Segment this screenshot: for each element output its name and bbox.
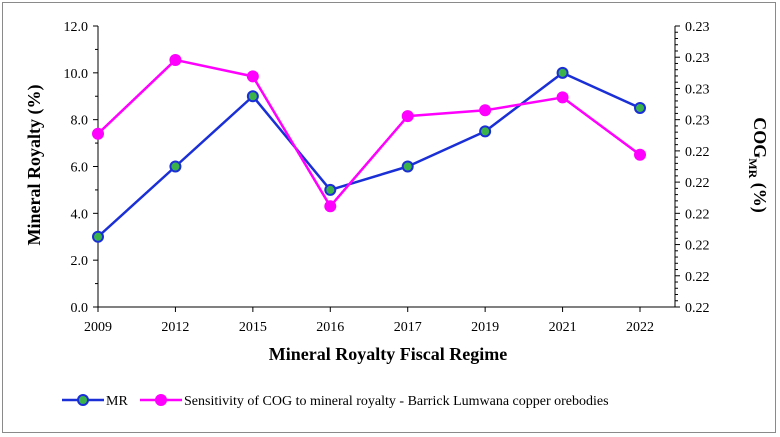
left-tick-label: 10.0 [64,67,89,82]
x-tick-label: 2017 [394,320,422,335]
x-tick-label: 2019 [471,320,499,335]
left-tick-label: 6.0 [71,161,89,176]
right-tick-label: 0.22 [685,145,710,160]
right-tick-label: 0.22 [685,207,710,222]
data-point-mr [634,101,646,114]
data-point-mr [479,125,492,138]
data-point-cog-sensitivity [401,110,414,123]
x-axis-ticks: 2009 2012 2015 2016 2017 2019 2021 2022 [84,307,654,335]
data-point-mr [246,90,259,103]
y-axis-title: Mineral Royalty (%) [24,85,45,246]
y2-axis-title-sub: MR [746,158,760,178]
axes [97,26,676,308]
left-tick-label: 0.0 [71,301,89,316]
data-point-cog-sensitivity [556,91,569,104]
left-tick-label: 2.0 [71,254,89,269]
data-point-cog-sensitivity [479,104,492,117]
data-point-mr [556,66,569,79]
data-point-cog-sensitivity [169,53,182,66]
y2-axis-title-unit: (%) [749,178,770,213]
right-tick-label: 0.22 [685,176,710,191]
y2-axis-title: COGMR (%) [746,117,770,213]
x-tick-label: 2009 [84,320,112,335]
right-tick-label: 0.23 [685,51,710,66]
left-tick-label: 8.0 [71,114,89,129]
x-tick-label: 2012 [161,320,189,335]
data-point-mr [169,160,182,173]
series-line-mr [97,71,641,238]
right-tick-label: 0.22 [685,301,710,316]
series-line-cog-sensitivity [97,58,641,208]
x-tick-label: 2016 [316,320,344,335]
data-point-mr [324,183,337,196]
data-point-mr [92,230,104,243]
legend-label: MR [106,394,128,409]
series-group [92,53,646,243]
legend-marker [77,394,89,406]
legend-label: Sensitivity of COG to mineral royalty - … [184,394,609,409]
chart-frame [2,2,776,433]
data-point-mr [401,160,414,173]
right-tick-label: 0.22 [685,270,710,285]
right-tick-label: 0.22 [685,239,710,254]
left-tick-label: 12.0 [64,20,89,35]
right-tick-label: 0.23 [685,114,710,129]
right-axis-ticks: 0.22 0.22 0.22 0.22 0.22 0.22 0.23 0.23 0.23 0.23 [675,20,710,316]
x-axis-title: Mineral Royalty Fiscal Regime [269,344,507,364]
data-point-cog-sensitivity [324,200,337,213]
left-tick-label: 4.0 [71,207,89,222]
legend-marker [155,394,167,406]
x-tick-label: 2015 [239,320,267,335]
legend: MR Sensitivity of COG to mineral royalty … [62,394,609,409]
y2-axis-title-main: COG [750,117,770,158]
x-tick-label: 2022 [626,320,654,335]
right-tick-label: 0.23 [685,20,710,35]
right-tick-label: 0.23 [685,82,710,97]
data-point-cog-sensitivity [92,127,104,140]
data-point-cog-sensitivity [634,148,646,161]
x-tick-label: 2021 [549,320,577,335]
left-axis-ticks: 0.0 2.0 4.0 6.0 8.0 10.0 12.0 [64,20,98,316]
data-point-cog-sensitivity [246,70,259,83]
